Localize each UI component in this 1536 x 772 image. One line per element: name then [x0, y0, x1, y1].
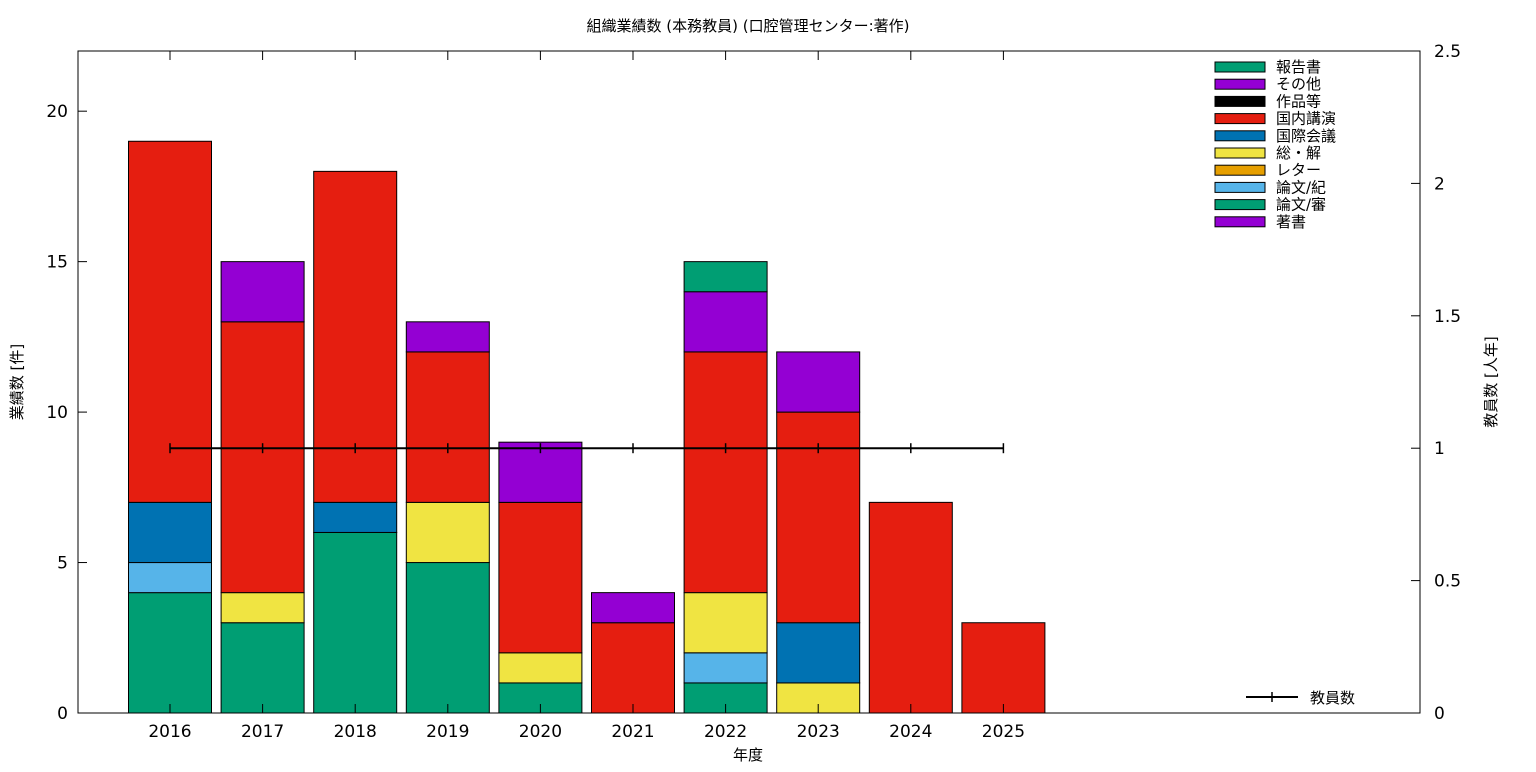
x-tick-label-2021: 2021 [611, 722, 654, 742]
legend-swatch-5 [1214, 147, 1266, 159]
x-tick-label-2020: 2020 [519, 722, 562, 742]
bars-layer [128, 140, 1046, 714]
x-tick-label-2018: 2018 [334, 722, 377, 742]
y-tick-label: 20 [46, 102, 68, 122]
legend-label-3: 国内講演 [1276, 110, 1336, 128]
bar-segment-2019-series-1 [405, 562, 490, 714]
legend-swatch-6 [1214, 164, 1266, 176]
bar-segment-2019-series-8 [405, 321, 490, 353]
legend-label-6: レター [1276, 161, 1321, 179]
bar-segment-2019-series-4 [405, 501, 490, 564]
x-tick-label-2024: 2024 [889, 722, 932, 742]
bar-segment-2022-series-6 [683, 351, 768, 594]
y2-tick-label: 0.5 [1434, 572, 1461, 592]
bar-segment-2017-series-4 [220, 592, 305, 624]
bar-segment-2020-series-6 [498, 501, 583, 654]
bar-segment-2016-series-6 [128, 140, 212, 503]
y-tick-label: 5 [57, 554, 68, 574]
bar-segment-2022-series-4 [683, 592, 768, 654]
legend-label-1: その他 [1276, 75, 1321, 93]
legend-label-4: 国際会議 [1276, 127, 1336, 145]
y2-tick-label: 1.5 [1434, 307, 1461, 327]
bar-segment-2021-series-8 [591, 592, 675, 624]
bar-segment-2017-series-6 [220, 321, 305, 594]
line-legend: 教員数 [1246, 689, 1355, 707]
y-tick-label: 15 [46, 253, 68, 273]
legend-label-8: 論文/審 [1276, 196, 1326, 214]
bar-segment-2023-series-5 [776, 622, 861, 684]
x-tick-label-2025: 2025 [982, 722, 1025, 742]
y2-axis-title: 教員数 [人年] [1482, 336, 1500, 427]
bar-segment-2022-series-9 [683, 261, 768, 293]
y-tick-label: 0 [57, 704, 68, 724]
bar-segment-2016-series-2 [128, 562, 212, 594]
x-axis-title: 年度 [733, 746, 763, 764]
bar-segment-2022-series-2 [683, 652, 768, 684]
y-tick-label: 10 [46, 403, 68, 423]
legend-swatch-7 [1214, 181, 1266, 193]
bar-segment-2016-series-1 [128, 592, 212, 714]
legend-label-0: 報告書 [1276, 58, 1321, 76]
x-tick-label-2016: 2016 [148, 722, 191, 742]
bar-segment-2016-series-5 [128, 501, 212, 564]
bar-segment-2023-series-8 [776, 351, 861, 413]
bar-segment-2017-series-8 [220, 261, 305, 323]
y2-tick-label: 1 [1434, 439, 1445, 459]
bar-segment-2018-series-1 [313, 531, 398, 714]
bar-segment-2025-series-6 [961, 622, 1046, 714]
legend-label-7: 論文/紀 [1276, 178, 1326, 196]
ticks-layer [78, 50, 1420, 714]
legend-swatch-4 [1214, 130, 1266, 142]
legend-label-5: 総・解 [1276, 144, 1321, 162]
bar-segment-2018-series-5 [313, 501, 398, 533]
y2-tick-label: 0 [1434, 704, 1445, 724]
x-tick-label-2022: 2022 [704, 722, 747, 742]
bar-segment-2021-series-6 [591, 622, 675, 714]
legend-swatch-3 [1214, 113, 1266, 125]
labels-layer: 0 5 10 15 20 0 0.5 1 1.5 2 2.5 2016 2017 2018 2019 2020… [46, 42, 1461, 742]
x-tick-label-2023: 2023 [797, 722, 840, 742]
bar-segment-2017-series-1 [220, 622, 305, 714]
line-legend-label: 教員数 [1310, 689, 1355, 707]
legend-swatch-0 [1214, 61, 1266, 73]
bar-segment-2022-series-8 [683, 291, 768, 353]
legend-swatch-9 [1214, 216, 1266, 228]
line-layer [169, 443, 1005, 454]
legend-swatch-1 [1214, 78, 1266, 90]
chart-title: 組織業績数 (本務教員) (口腔管理センター:著作) [586, 17, 909, 35]
bar-segment-2019-series-6 [405, 351, 490, 503]
x-tick-label-2019: 2019 [426, 722, 469, 742]
legend-swatch-8 [1214, 199, 1266, 211]
legend-label-9: 著書 [1276, 213, 1306, 231]
x-tick-label-2017: 2017 [241, 722, 284, 742]
y2-tick-label: 2 [1434, 174, 1445, 194]
legend-swatch-2 [1214, 95, 1266, 107]
legend-label-2: 作品等 [1276, 92, 1321, 110]
bar-segment-2020-series-4 [498, 652, 583, 684]
bar-segment-2024-series-6 [868, 501, 953, 714]
y2-tick-label: 2.5 [1434, 42, 1461, 62]
y-axis-title: 業績数 [件] [8, 344, 26, 420]
plot-frame [77, 50, 1421, 714]
